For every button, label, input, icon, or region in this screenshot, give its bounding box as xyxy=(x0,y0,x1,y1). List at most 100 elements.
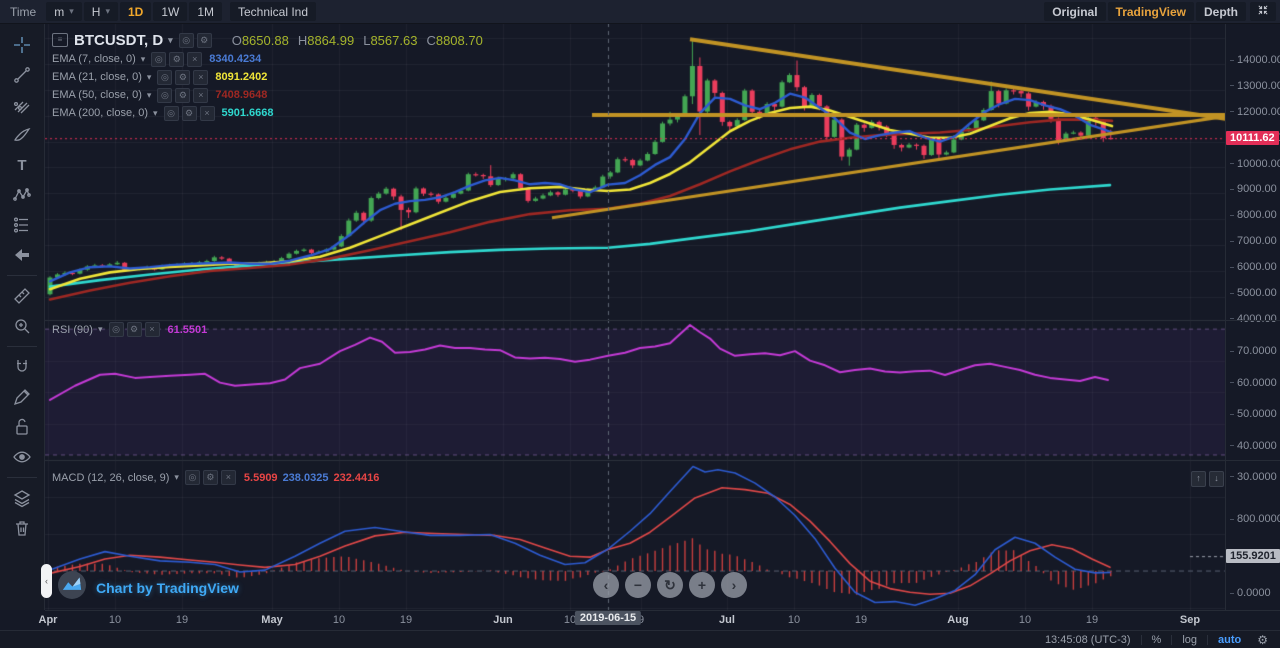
auto-scale-button[interactable]: auto xyxy=(1218,634,1242,646)
gear-icon[interactable]: ⚙ xyxy=(126,322,142,337)
interval-minutes-button[interactable]: m ▾ xyxy=(46,2,82,21)
price-tick-label: 8000.00 xyxy=(1230,209,1277,221)
time-tick-label: 10 xyxy=(787,614,801,626)
close-icon[interactable]: × xyxy=(144,322,160,337)
pane-separator[interactable] xyxy=(45,460,1280,461)
indicator-row-ema50: EMA (50, close, 0) ▾ ◎ ⚙ × 7408.9648 xyxy=(52,86,483,104)
macd-label[interactable]: MACD (12, 26, close, 9) xyxy=(52,471,170,484)
eye-icon[interactable] xyxy=(7,442,37,472)
indicator-label[interactable]: EMA (50, close, 0) xyxy=(52,89,142,101)
interval-hours-button[interactable]: H ▾ xyxy=(83,2,118,21)
crosshair-icon[interactable] xyxy=(7,30,37,60)
chevron-down-icon[interactable]: ▾ xyxy=(97,324,103,334)
eye-icon[interactable]: ◎ xyxy=(108,322,124,337)
close-icon[interactable]: × xyxy=(220,470,236,485)
move-pane-down-button[interactable]: ↓ xyxy=(1209,471,1224,487)
interval-1w-button[interactable]: 1W xyxy=(153,2,188,21)
symbol-menu-icon[interactable]: ≡ xyxy=(52,33,68,47)
original-view-button[interactable]: Original xyxy=(1044,2,1106,21)
price-tick-label: 4000.00 xyxy=(1230,313,1277,325)
gear-icon[interactable]: ⚙ xyxy=(202,470,218,485)
rsi-label[interactable]: RSI (90) xyxy=(52,323,93,336)
divider xyxy=(7,275,37,276)
close-icon[interactable]: × xyxy=(187,51,203,67)
zoom-in-button[interactable]: + xyxy=(689,572,715,598)
time-tick-label: 10 xyxy=(108,614,122,626)
forecast-icon[interactable] xyxy=(7,210,37,240)
gear-icon[interactable]: ⚙ xyxy=(181,105,197,121)
gear-icon[interactable]: ⚙ xyxy=(169,51,185,67)
time-axis[interactable]: Apr 10 19 May 10 19 Jun 10 9 Jul 10 19 Aug 10 19 Sep xyxy=(39,610,1280,631)
magnet-icon[interactable] xyxy=(7,352,37,382)
time-tick-label: Apr xyxy=(38,614,58,626)
reset-zoom-button[interactable]: ↻ xyxy=(657,572,683,598)
layers-icon[interactable] xyxy=(7,483,37,513)
xabcd-pattern-icon[interactable] xyxy=(7,180,37,210)
brush-icon[interactable] xyxy=(7,120,37,150)
gear-icon[interactable]: ⚙ xyxy=(196,32,212,48)
eye-icon[interactable]: ◎ xyxy=(151,51,167,67)
time-tick-label: Aug xyxy=(947,614,969,626)
chevron-down-icon[interactable]: ▾ xyxy=(153,107,158,118)
close-icon[interactable]: × xyxy=(199,105,215,121)
high-value: 8864.99 xyxy=(307,32,355,48)
price-axis[interactable]: 14000.0013000.0012000.0011000.0010000.00… xyxy=(1225,23,1280,636)
indicator-value: 8091.2402 xyxy=(215,71,268,83)
interval-1d-button[interactable]: 1D xyxy=(119,2,152,21)
interval-1m-button[interactable]: 1M xyxy=(189,2,222,21)
chevron-down-icon[interactable]: ▾ xyxy=(168,34,173,45)
percent-scale-button[interactable]: % xyxy=(1151,634,1162,646)
time-tick-label: 9 xyxy=(637,614,645,626)
scroll-left-button[interactable]: ‹ xyxy=(593,572,619,598)
ruler-icon[interactable] xyxy=(7,281,37,311)
unlock-icon[interactable] xyxy=(7,412,37,442)
chart-legend: ≡ BTCUSDT, D ▾ ◎ ⚙ O 8650.88 H 8864.99 L 85… xyxy=(52,30,483,122)
close-icon[interactable]: × xyxy=(193,69,209,85)
log-scale-button[interactable]: log xyxy=(1182,634,1197,646)
zoom-in-icon[interactable] xyxy=(7,311,37,341)
logo-text: Chart by TradingView xyxy=(96,579,239,596)
eye-icon[interactable]: ◎ xyxy=(178,32,194,48)
arrow-left-icon[interactable] xyxy=(7,240,37,270)
toolbar-collapse-handle[interactable]: ‹ xyxy=(41,564,52,598)
indicator-label[interactable]: EMA (21, close, 0) xyxy=(52,71,142,83)
close-icon[interactable]: × xyxy=(193,87,209,103)
symbol-title[interactable]: BTCUSDT, D xyxy=(74,31,164,49)
price-tick-label: 9000.00 xyxy=(1230,183,1277,195)
depth-view-button[interactable]: Depth xyxy=(1196,2,1246,21)
scroll-right-button[interactable]: › xyxy=(721,572,747,598)
pitchfork-icon[interactable] xyxy=(7,90,37,120)
technical-ind-button[interactable]: Technical Ind xyxy=(229,2,317,21)
time-tick-label: May xyxy=(261,614,283,626)
gear-icon[interactable]: ⚙ xyxy=(175,87,191,103)
indicator-label[interactable]: EMA (200, close, 0) xyxy=(52,107,148,119)
pencil-lock-icon[interactable] xyxy=(7,382,37,412)
pane-separator[interactable] xyxy=(45,320,1280,321)
indicator-label[interactable]: EMA (7, close, 0) xyxy=(52,53,136,65)
move-pane-up-button[interactable]: ↑ xyxy=(1191,471,1206,487)
tradingview-view-button[interactable]: TradingView xyxy=(1107,2,1194,21)
zoom-out-button[interactable]: − xyxy=(625,572,651,598)
chevron-down-icon[interactable]: ▾ xyxy=(140,53,146,64)
text-tool-icon[interactable]: T xyxy=(17,156,27,174)
chevron-down-icon[interactable]: ▾ xyxy=(174,472,179,482)
price-tick-label: 6000.00 xyxy=(1230,261,1277,273)
eye-icon[interactable]: ◎ xyxy=(157,87,173,103)
eye-icon[interactable]: ◎ xyxy=(157,69,173,85)
gear-icon[interactable]: ⚙ xyxy=(175,69,191,85)
tradingview-logo[interactable]: Chart by TradingView xyxy=(58,571,239,604)
eye-icon[interactable]: ◎ xyxy=(184,470,200,485)
price-tick-label: 10000.00 xyxy=(1230,158,1280,170)
time-tick-label: Jul xyxy=(719,614,735,626)
gear-icon[interactable]: ⚙ xyxy=(1257,633,1268,647)
trend-line-icon[interactable] xyxy=(7,60,37,90)
fullscreen-toggle-button[interactable] xyxy=(1250,2,1276,21)
chart-nav-controls: ‹ − ↻ + › xyxy=(590,572,750,598)
chevron-down-icon[interactable]: ▾ xyxy=(146,71,152,82)
chevron-down-icon[interactable]: ▾ xyxy=(146,89,152,100)
time-tick-label: 19 xyxy=(399,614,413,626)
eye-icon[interactable]: ◎ xyxy=(163,105,179,121)
price-tick-label: 7000.00 xyxy=(1230,235,1277,247)
trash-icon[interactable] xyxy=(7,513,37,543)
